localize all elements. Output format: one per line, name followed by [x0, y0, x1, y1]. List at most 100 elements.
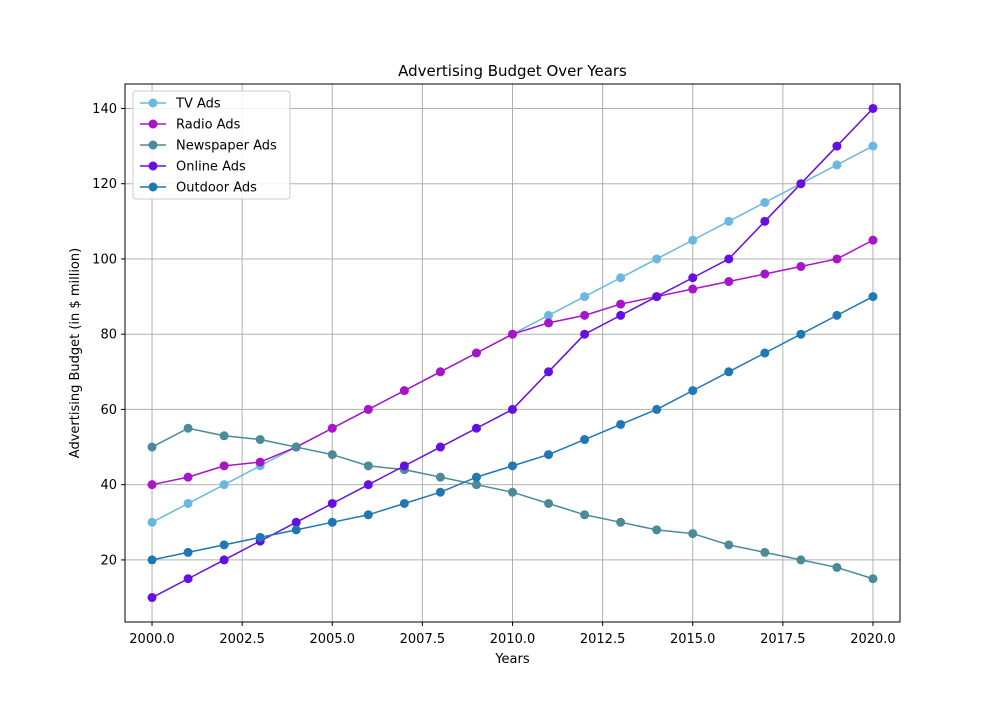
data-point-newspaper-ads — [363, 461, 373, 471]
data-point-tv-ads — [724, 216, 734, 226]
data-point-newspaper-ads — [868, 574, 878, 584]
data-point-radio-ads — [435, 367, 445, 377]
data-point-newspaper-ads — [796, 555, 806, 565]
data-point-radio-ads — [363, 404, 373, 414]
data-point-online-ads — [724, 254, 734, 264]
data-point-online-ads — [291, 517, 301, 527]
legend-swatch-marker — [148, 119, 158, 129]
data-point-newspaper-ads — [832, 562, 842, 572]
data-point-tv-ads — [832, 160, 842, 170]
data-point-outdoor-ads — [508, 461, 517, 471]
data-point-outdoor-ads — [219, 540, 229, 550]
legend-swatch-marker — [148, 161, 158, 171]
data-point-outdoor-ads — [760, 348, 770, 358]
y-tick-label: 20 — [100, 553, 117, 568]
legend-swatch-marker — [148, 140, 158, 150]
legend-box — [132, 90, 291, 200]
data-point-online-ads — [652, 292, 662, 302]
data-point-outdoor-ads — [291, 525, 301, 535]
data-point-tv-ads — [147, 517, 157, 527]
y-tick-label: 60 — [100, 403, 117, 418]
data-point-tv-ads — [580, 292, 590, 302]
data-point-online-ads — [796, 179, 806, 189]
data-point-tv-ads — [183, 498, 193, 508]
data-point-tv-ads — [688, 235, 698, 245]
data-point-newspaper-ads — [255, 435, 265, 445]
data-point-outdoor-ads — [255, 532, 265, 542]
data-point-radio-ads — [508, 329, 517, 339]
data-point-online-ads — [327, 498, 337, 508]
data-point-newspaper-ads — [652, 525, 662, 535]
data-point-radio-ads — [327, 423, 337, 433]
data-point-outdoor-ads — [147, 555, 157, 565]
grid-lines — [125, 84, 900, 622]
data-point-online-ads — [471, 423, 481, 433]
legend-label: Outdoor Ads — [176, 181, 257, 196]
data-point-online-ads — [616, 310, 626, 320]
data-point-newspaper-ads — [544, 498, 554, 508]
legend-item: TV Ads — [140, 97, 221, 112]
data-point-radio-ads — [688, 284, 698, 294]
legend-swatch-marker — [148, 98, 158, 108]
x-tick-label: 2010.0 — [490, 632, 536, 647]
y-tick-label: 80 — [100, 328, 117, 343]
data-point-online-ads — [435, 442, 445, 452]
data-point-tv-ads — [868, 141, 878, 151]
data-point-newspaper-ads — [580, 510, 590, 520]
data-point-online-ads — [147, 593, 157, 603]
data-point-outdoor-ads — [832, 310, 842, 320]
x-tick-label: 2015.0 — [670, 632, 716, 647]
data-point-radio-ads — [760, 269, 770, 279]
data-point-newspaper-ads — [291, 442, 301, 452]
legend-item: Outdoor Ads — [140, 181, 257, 196]
chart-title: Advertising Budget Over Years — [398, 62, 627, 80]
series-radio-ads — [147, 235, 878, 490]
data-point-radio-ads — [616, 299, 626, 309]
legend-label: TV Ads — [175, 97, 221, 112]
data-point-online-ads — [219, 555, 229, 565]
data-point-online-ads — [832, 141, 842, 151]
data-point-outdoor-ads — [544, 450, 554, 460]
series-online-ads — [147, 103, 878, 603]
data-point-newspaper-ads — [724, 540, 734, 550]
data-point-outdoor-ads — [471, 472, 481, 482]
legend-label: Newspaper Ads — [176, 139, 277, 154]
data-point-online-ads — [399, 461, 409, 471]
x-tick-label: 2000.0 — [129, 632, 175, 647]
series-newspaper-ads — [147, 423, 878, 584]
legend-item: Online Ads — [140, 160, 246, 175]
data-point-newspaper-ads — [508, 487, 517, 497]
x-tick-label: 2020.0 — [850, 632, 896, 647]
data-point-tv-ads — [652, 254, 662, 264]
x-tick-label: 2017.5 — [760, 632, 806, 647]
data-point-tv-ads — [544, 310, 554, 320]
y-tick-label: 120 — [92, 177, 117, 192]
x-tick-label: 2012.5 — [580, 632, 626, 647]
legend: TV Ads Radio Ads Newspaper Ads Online Ads Ou… — [132, 90, 291, 200]
x-tick-label: 2002.5 — [219, 632, 265, 647]
data-point-outdoor-ads — [796, 329, 806, 339]
data-point-newspaper-ads — [435, 472, 445, 482]
data-point-radio-ads — [580, 310, 590, 320]
data-point-online-ads — [508, 404, 517, 414]
data-point-outdoor-ads — [724, 367, 734, 377]
y-tick-label: 140 — [92, 102, 117, 117]
legend-label: Radio Ads — [176, 118, 241, 133]
data-point-radio-ads — [724, 277, 734, 287]
data-point-radio-ads — [471, 348, 481, 358]
data-point-online-ads — [363, 480, 373, 490]
legend-label: Online Ads — [176, 160, 246, 175]
data-point-radio-ads — [399, 386, 409, 396]
data-point-radio-ads — [796, 261, 806, 271]
data-point-tv-ads — [219, 480, 229, 490]
data-point-radio-ads — [544, 318, 554, 328]
data-point-outdoor-ads — [616, 419, 626, 429]
axis-ticks: 2000.0 2002.5 2005.0 2007.5 2010.0 2012.5 2015… — [92, 102, 896, 647]
data-point-outdoor-ads — [363, 510, 373, 520]
data-point-outdoor-ads — [183, 547, 193, 557]
data-point-outdoor-ads — [435, 487, 445, 497]
data-point-outdoor-ads — [652, 404, 662, 414]
data-point-radio-ads — [255, 457, 265, 467]
